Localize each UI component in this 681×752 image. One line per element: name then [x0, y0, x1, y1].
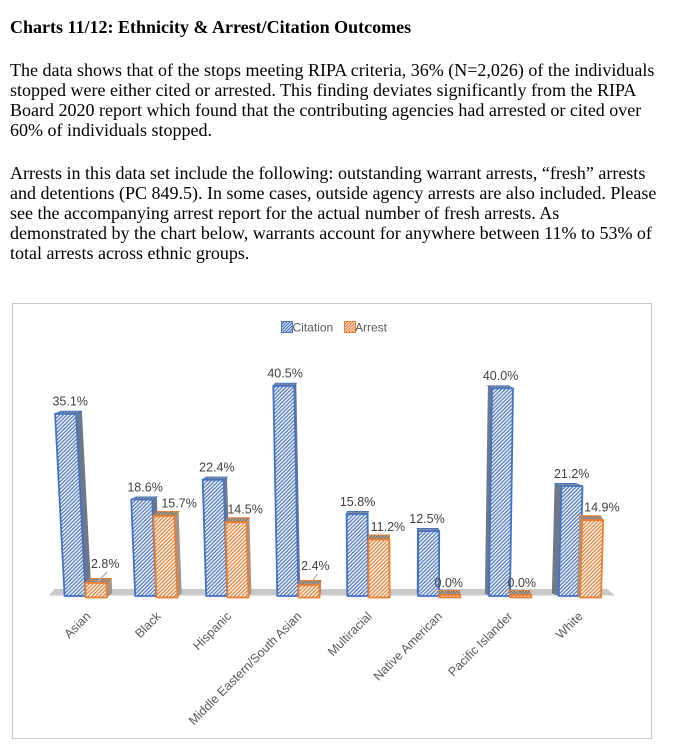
svg-text:35.1%: 35.1%	[52, 395, 87, 409]
svg-text:22.4%: 22.4%	[199, 461, 234, 475]
svg-text:21.2%: 21.2%	[554, 467, 589, 481]
svg-text:Citation: Citation	[293, 321, 334, 335]
svg-text:12.5%: 12.5%	[409, 512, 444, 526]
svg-text:0.0%: 0.0%	[435, 576, 464, 590]
svg-text:15.8%: 15.8%	[340, 495, 375, 509]
svg-text:15.7%: 15.7%	[161, 497, 196, 511]
svg-text:40.5%: 40.5%	[267, 367, 302, 381]
svg-text:11.2%: 11.2%	[371, 520, 406, 534]
svg-text:2.8%: 2.8%	[91, 557, 120, 571]
svg-text:40.0%: 40.0%	[483, 369, 518, 383]
svg-text:18.6%: 18.6%	[127, 480, 162, 494]
svg-text:2.4%: 2.4%	[301, 559, 330, 573]
svg-text:14.5%: 14.5%	[227, 503, 262, 517]
svg-text:Arrest: Arrest	[355, 321, 388, 335]
svg-text:0.0%: 0.0%	[508, 576, 537, 590]
svg-text:14.9%: 14.9%	[584, 501, 619, 515]
